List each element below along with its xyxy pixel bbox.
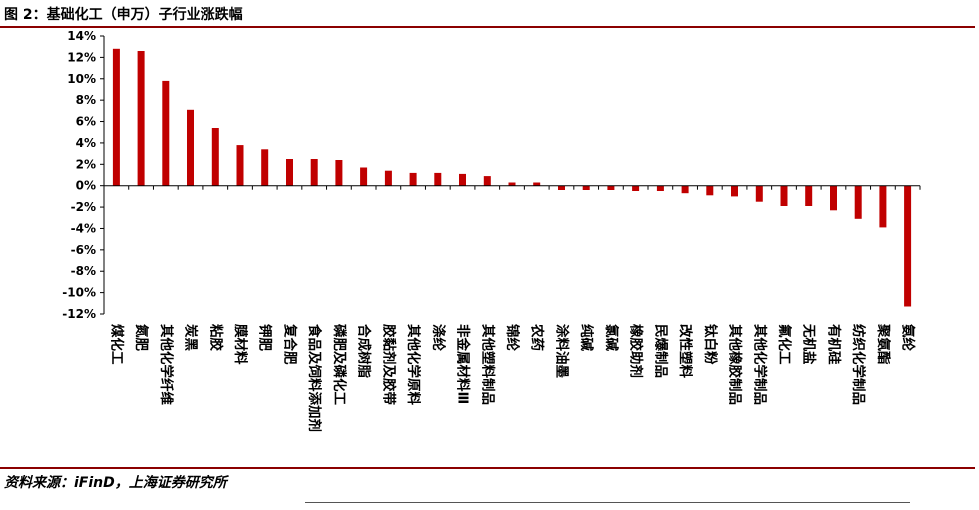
y-tick-label: -10% [62,286,96,300]
bar [879,185,887,228]
bar [830,185,837,211]
category-label: 钾肥 [257,324,274,351]
category-label: 改性塑料 [677,324,694,378]
bar [755,185,763,202]
category-label: 其他塑料制品 [479,324,496,405]
bar [236,145,244,186]
category-label: 涤纶 [430,324,447,351]
bar [558,185,565,190]
bars [112,48,912,307]
bar [409,172,417,186]
category-label: 炭黑 [183,324,200,351]
bar [360,167,368,186]
bar-chart: 14%12%10%8%6%4%2%0%-2%-4%-6%-8%-10%-12% … [62,29,921,432]
bar [681,185,689,194]
category-label: 聚氨酯 [875,323,892,365]
bar [533,182,541,186]
category-label: 合成树脂 [356,324,373,378]
category-label: 胶黏剂及胶带 [380,324,397,405]
category-label: 食品及饲料添加剂 [306,324,323,432]
x-axis [103,185,921,190]
category-label: 橡胶助剂 [628,324,645,378]
bar [706,185,714,196]
bar [211,128,219,186]
bar [656,185,664,191]
y-tick-label: 12% [67,50,96,64]
y-tick-label: 0% [76,179,96,193]
bar [904,185,912,307]
y-tick-label: 4% [76,136,96,150]
category-label: 非金属材料Ⅲ [455,324,472,404]
bar [384,170,392,186]
bar [137,51,145,186]
category-label: 氮肥 [133,324,150,351]
y-tick-label: 8% [76,93,96,107]
bar [459,173,466,186]
bar [854,185,862,219]
category-label: 纯碱 [578,324,595,351]
category-label: 农药 [529,323,546,351]
category-label: 民爆制品 [652,324,669,378]
category-label: 复合肥 [282,323,299,365]
bar [780,185,788,206]
category-label: 其他橡胶制品 [727,324,744,405]
footer-line [305,502,910,503]
category-labels: 煤化工 氮肥 其他化学纤维 炭黑 粘胶 膜材料 钾肥 复合肥 食品及饲料添加剂 磷肥及磷化工 合成树… [108,323,916,432]
category-label: 其他化学纤维 [158,324,175,405]
category-label: 无机盐 [801,323,818,365]
figure-title: 图 2：基础化工（申万）子行业涨跌幅 [4,7,243,23]
category-label: 其他化学原料 [405,324,422,405]
bar [335,160,343,186]
bar [162,80,170,186]
category-label: 氟化工 [776,324,793,365]
y-tick-label: -12% [62,307,96,321]
category-label: 有机硅 [826,324,843,365]
bar [508,182,516,186]
y-tick-label: 10% [67,72,96,86]
y-tick-label: -2% [71,200,96,214]
y-tick-label: 2% [76,157,96,171]
y-tick-label: -4% [71,221,96,235]
category-label: 粘胶 [207,324,224,351]
y-tick-label: -6% [71,243,96,257]
y-tick-label: 6% [76,115,96,129]
y-tick-label: -8% [71,264,96,278]
category-label: 膜材料 [232,324,249,365]
category-label: 涂料油墨 [554,324,571,378]
y-tick-label: 14% [67,29,96,43]
bar [632,185,640,191]
bar [805,185,813,206]
bar [483,176,491,186]
category-label: 其他化学制品 [751,324,768,405]
bar [310,159,318,186]
bar [187,109,194,186]
bar [607,185,615,190]
bar [112,48,120,186]
bottom-divider [0,467,975,469]
bar [261,149,269,186]
category-label: 煤化工 [108,324,125,365]
category-label: 氯碱 [603,324,620,352]
category-label: 纺织化学制品 [850,324,867,405]
y-axis: 14% 12% 10% 8% 6% 4% 2% 0% -2% -4% -6% -8% -10% -12% [62,29,105,321]
bar [731,185,738,197]
category-label: 氨纶 [900,324,917,352]
category-label: 磷肥及磷化工 [331,324,348,405]
category-label: 锦纶 [504,324,521,352]
bar [434,172,442,186]
category-label: 钛白粉 [702,324,719,365]
source-note: 资料来源：iFinD，上海证券研究所 [4,475,227,491]
top-divider [0,26,975,28]
bar [582,185,590,190]
bar [286,159,293,186]
